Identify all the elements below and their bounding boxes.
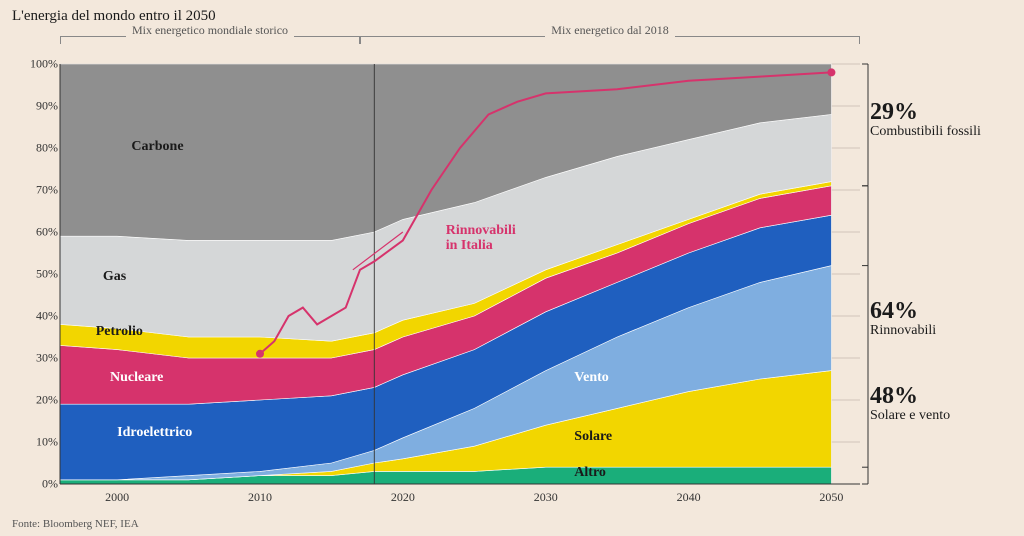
section-projection: Mix energetico dal 2018 [360, 36, 860, 44]
y-tick: 90% [12, 99, 58, 114]
x-tick: 2000 [105, 490, 129, 505]
callout-label: Combustibili fossili [870, 124, 981, 140]
source-attribution: Fonte: Bloomberg NEF, IEA [12, 518, 139, 530]
callout-pct: 64% [870, 299, 936, 323]
y-tick: 20% [12, 393, 58, 408]
y-tick: 10% [12, 435, 58, 450]
y-tick: 100% [12, 57, 58, 72]
x-axis: 2000 2010 2020 2030 2040 2050 [60, 490, 860, 508]
y-axis: 0%10%20%30%40%50%60%70%80%90%100% [12, 64, 58, 484]
chart-plot: CarboneGasPetrolioNucleareIdroelettricoV… [60, 64, 860, 484]
section-historical: Mix energetico mondiale storico [60, 36, 360, 44]
y-tick: 50% [12, 267, 58, 282]
callout: 48%Solare e vento [870, 384, 950, 424]
x-tick: 2010 [248, 490, 272, 505]
y-tick: 80% [12, 141, 58, 156]
callout-label: Rinnovabili [870, 323, 936, 339]
x-tick: 2050 [819, 490, 843, 505]
callout-pct: 48% [870, 384, 950, 408]
y-tick: 0% [12, 477, 58, 492]
section-headers: Mix energetico mondiale storico Mix ener… [60, 36, 860, 58]
x-tick: 2020 [391, 490, 415, 505]
y-tick: 40% [12, 309, 58, 324]
callout-pct: 29% [870, 100, 981, 124]
x-tick: 2030 [534, 490, 558, 505]
y-tick: 30% [12, 351, 58, 366]
callout-label: Solare e vento [870, 408, 950, 424]
x-tick: 2040 [677, 490, 701, 505]
y-tick: 70% [12, 183, 58, 198]
y-tick: 60% [12, 225, 58, 240]
callout: 29%Combustibili fossili [870, 100, 981, 140]
callout: 64%Rinnovabili [870, 299, 936, 339]
